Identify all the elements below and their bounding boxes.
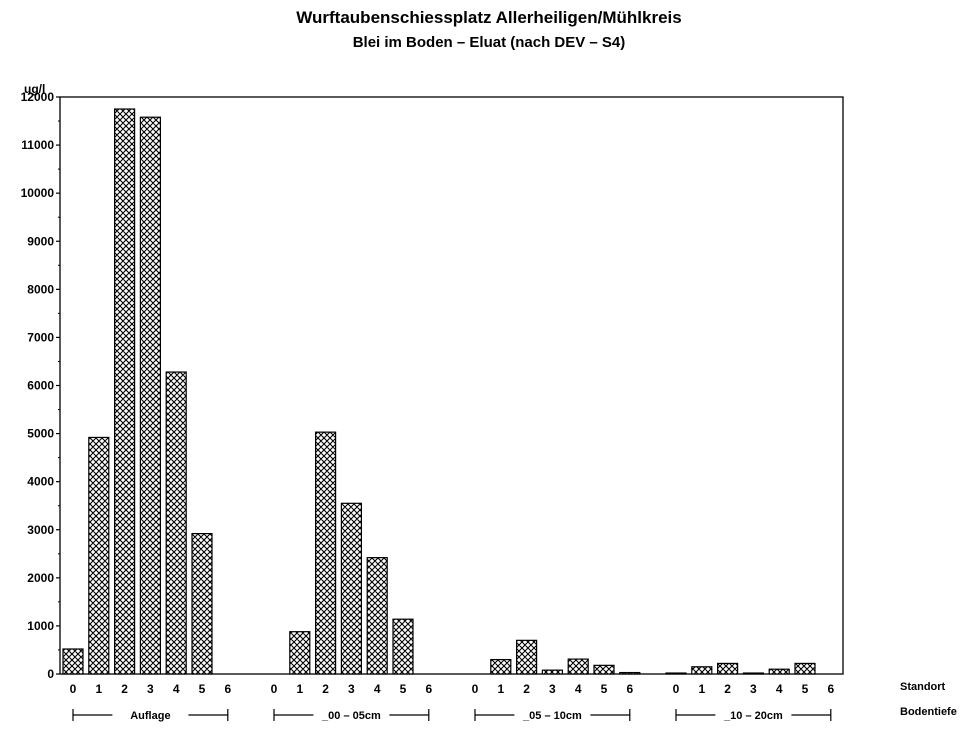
x-tick-label: 6 [626, 682, 633, 696]
y-tick-label: 12000 [21, 90, 55, 104]
y-tick-label: 0 [47, 667, 54, 681]
x-tick-label: 2 [523, 682, 530, 696]
bar [515, 639, 538, 675]
x-tick-label: 5 [601, 682, 608, 696]
bar [366, 557, 388, 675]
bar [392, 618, 414, 675]
x-tick-label: 4 [575, 682, 582, 696]
y-tick-label: 8000 [27, 282, 54, 296]
bar [113, 108, 136, 675]
group-label: _10 – 20cm [723, 710, 783, 722]
bar [315, 431, 337, 675]
x-tick-label: 4 [173, 682, 180, 696]
y-tick-label: 5000 [27, 427, 54, 441]
bar [593, 664, 615, 675]
x-tick-label: 5 [400, 682, 407, 696]
bar [768, 668, 790, 675]
bar [340, 502, 362, 675]
y-axis-label: ug/l [24, 82, 45, 96]
x-tick-label: 1 [95, 682, 102, 696]
bar [541, 669, 564, 675]
x-tick-label: 1 [497, 682, 504, 696]
x-tick-label: 5 [199, 682, 206, 696]
x-axis-label-bodentiefe: Bodentiefe [900, 706, 957, 718]
x-tick-label: 6 [425, 682, 432, 696]
y-tick-label: 6000 [27, 379, 54, 393]
x-tick-label: 1 [296, 682, 303, 696]
bar [191, 532, 213, 675]
x-tick-label: 5 [802, 682, 809, 696]
y-tick-label: 7000 [27, 330, 54, 344]
group-label: _00 – 05cm [321, 710, 381, 722]
y-tick-label: 10000 [21, 186, 55, 200]
bar [691, 666, 713, 675]
x-tick-label: 0 [673, 682, 680, 696]
y-tick-label: 1000 [27, 619, 54, 633]
bar [165, 371, 187, 675]
group-label: Auflage [130, 710, 170, 722]
x-tick-label: 1 [698, 682, 705, 696]
x-tick-label: 3 [750, 682, 757, 696]
x-tick-label: 4 [374, 682, 381, 696]
x-tick-label: 3 [147, 682, 154, 696]
bar [567, 658, 589, 675]
x-tick-label: 2 [322, 682, 329, 696]
chart-title: Wurftaubenschiessplatz Allerheiligen/Müh… [296, 8, 682, 27]
x-tick-label: 2 [121, 682, 128, 696]
bar [88, 436, 110, 675]
bar [62, 648, 84, 675]
y-tick-label: 11000 [21, 138, 54, 152]
bar [716, 662, 739, 675]
x-axis-label-standort: Standort [900, 681, 946, 693]
bar [742, 672, 765, 675]
bar [794, 662, 816, 675]
bar [665, 672, 687, 675]
x-tick-label: 3 [549, 682, 556, 696]
x-tick-label: 6 [827, 682, 834, 696]
bar [619, 671, 641, 675]
x-tick-label: 0 [271, 682, 278, 696]
y-tick-label: 4000 [27, 475, 54, 489]
y-tick-label: 9000 [27, 234, 54, 248]
x-tick-label: 2 [724, 682, 731, 696]
y-tick-label: 2000 [27, 571, 54, 585]
x-tick-label: 4 [776, 682, 783, 696]
y-tick-label: 3000 [27, 523, 54, 537]
x-tick-label: 3 [348, 682, 355, 696]
bar [289, 631, 311, 675]
x-tick-label: 0 [70, 682, 77, 696]
chart-subtitle: Blei im Boden – Eluat (nach DEV – S4) [352, 34, 626, 51]
x-tick-label: 6 [224, 682, 231, 696]
x-tick-label: 0 [472, 682, 479, 696]
group-label: _05 – 10cm [522, 710, 582, 722]
bar [490, 658, 512, 675]
bar [139, 116, 161, 675]
